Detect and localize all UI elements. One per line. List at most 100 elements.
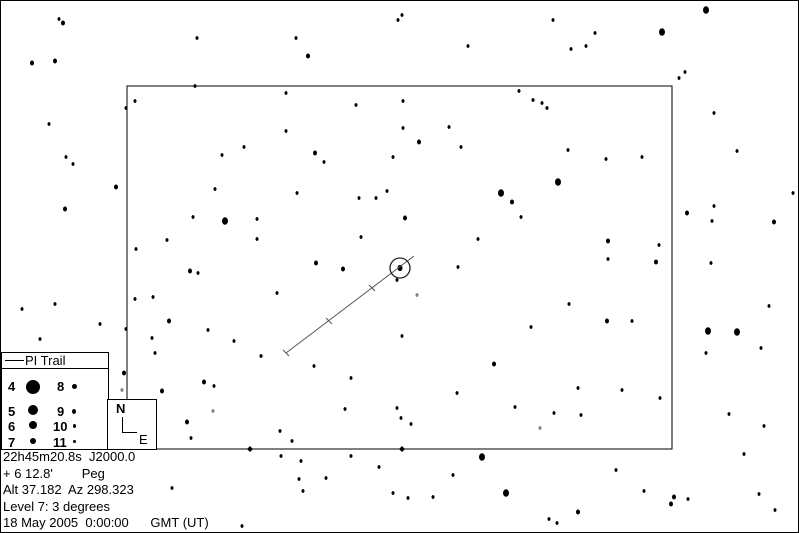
star[interactable]	[773, 508, 777, 512]
star[interactable]	[466, 44, 470, 48]
star[interactable]	[193, 84, 197, 88]
star[interactable]	[295, 191, 299, 195]
star[interactable]	[555, 178, 561, 186]
star[interactable]	[61, 20, 65, 26]
star[interactable]	[552, 411, 556, 415]
star[interactable]	[604, 157, 608, 161]
star[interactable]	[153, 351, 157, 355]
star[interactable]	[185, 419, 189, 425]
star[interactable]	[654, 259, 658, 265]
star[interactable]	[669, 501, 673, 507]
star[interactable]	[290, 439, 294, 443]
star[interactable]	[456, 265, 460, 269]
star[interactable]	[547, 517, 551, 521]
star[interactable]	[529, 325, 533, 329]
star[interactable]	[791, 191, 795, 195]
star[interactable]	[202, 379, 206, 385]
star[interactable]	[735, 149, 739, 153]
star[interactable]	[709, 261, 713, 265]
star[interactable]	[63, 206, 67, 212]
star[interactable]	[704, 351, 708, 355]
star[interactable]	[151, 295, 155, 299]
star[interactable]	[567, 302, 571, 306]
star[interactable]	[579, 413, 583, 417]
star[interactable]	[712, 204, 716, 208]
star[interactable]	[566, 148, 570, 152]
star[interactable]	[447, 125, 451, 129]
star[interactable]	[391, 155, 395, 159]
star[interactable]	[167, 318, 171, 324]
star[interactable]	[71, 162, 75, 166]
star[interactable]	[53, 58, 57, 64]
star[interactable]	[122, 370, 126, 376]
star[interactable]	[576, 386, 580, 390]
star[interactable]	[397, 264, 403, 272]
star[interactable]	[212, 384, 216, 388]
star[interactable]	[165, 238, 169, 242]
star[interactable]	[685, 210, 689, 216]
star[interactable]	[705, 327, 711, 335]
star[interactable]	[395, 278, 399, 282]
star[interactable]	[134, 247, 138, 251]
star[interactable]	[409, 422, 413, 426]
star[interactable]	[614, 468, 618, 472]
star[interactable]	[312, 364, 316, 368]
star[interactable]	[540, 101, 544, 105]
star[interactable]	[492, 361, 496, 367]
star[interactable]	[476, 237, 480, 241]
star[interactable]	[415, 293, 419, 297]
star[interactable]	[606, 257, 610, 261]
star[interactable]	[401, 126, 405, 130]
star[interactable]	[400, 13, 404, 17]
star[interactable]	[683, 70, 687, 74]
star[interactable]	[222, 217, 228, 225]
star[interactable]	[772, 219, 776, 225]
star[interactable]	[658, 396, 662, 400]
star[interactable]	[343, 407, 347, 411]
star[interactable]	[406, 496, 410, 500]
star[interactable]	[255, 237, 259, 241]
star[interactable]	[188, 268, 192, 274]
star[interactable]	[593, 31, 597, 35]
star[interactable]	[642, 489, 646, 493]
star[interactable]	[498, 189, 504, 197]
star[interactable]	[354, 103, 358, 107]
star[interactable]	[220, 153, 224, 157]
star[interactable]	[359, 235, 363, 239]
star[interactable]	[191, 215, 195, 219]
star[interactable]	[294, 36, 298, 40]
star[interactable]	[576, 509, 580, 515]
star[interactable]	[519, 215, 523, 219]
star[interactable]	[150, 336, 154, 340]
star[interactable]	[313, 150, 317, 156]
star[interactable]	[545, 106, 549, 110]
star[interactable]	[133, 297, 137, 301]
star[interactable]	[640, 155, 644, 159]
star[interactable]	[57, 17, 61, 21]
star[interactable]	[630, 319, 634, 323]
star[interactable]	[211, 409, 215, 413]
star[interactable]	[734, 328, 740, 336]
star[interactable]	[213, 187, 217, 191]
star[interactable]	[301, 489, 305, 493]
star[interactable]	[659, 28, 665, 36]
star[interactable]	[620, 388, 624, 392]
star[interactable]	[349, 454, 353, 458]
star[interactable]	[196, 271, 200, 275]
star[interactable]	[757, 492, 761, 496]
star[interactable]	[606, 238, 610, 244]
star[interactable]	[120, 388, 124, 392]
star[interactable]	[357, 196, 361, 200]
star[interactable]	[396, 18, 400, 22]
star[interactable]	[762, 424, 766, 428]
star[interactable]	[278, 429, 282, 433]
star[interactable]	[742, 452, 746, 456]
star[interactable]	[686, 497, 690, 501]
star[interactable]	[712, 111, 716, 115]
star[interactable]	[255, 217, 259, 221]
star[interactable]	[657, 243, 661, 247]
star[interactable]	[479, 453, 485, 461]
star[interactable]	[240, 524, 244, 528]
star[interactable]	[206, 328, 210, 332]
star[interactable]	[306, 53, 310, 59]
